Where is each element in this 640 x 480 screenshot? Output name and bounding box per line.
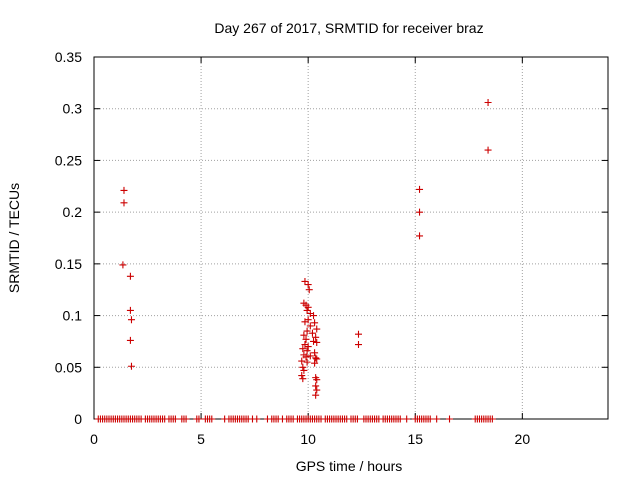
data-point	[120, 186, 128, 194]
data-point	[119, 261, 127, 269]
data-point	[416, 185, 424, 193]
data-point	[299, 375, 307, 383]
data-point	[311, 349, 319, 357]
data-point	[310, 337, 318, 345]
data-point	[312, 354, 320, 362]
axis-ticks	[93, 56, 608, 420]
data-point	[313, 386, 321, 394]
y-tick-label: 0.1	[63, 308, 83, 324]
data-point	[396, 415, 404, 423]
data-point	[304, 303, 312, 311]
data-point	[446, 415, 454, 423]
data-point	[208, 415, 216, 423]
y-tick-label: 0.05	[55, 359, 82, 375]
y-tick-label: 0.2	[63, 204, 83, 220]
data-point	[403, 415, 411, 423]
data-point	[484, 99, 492, 107]
data-point	[301, 318, 309, 326]
data-point	[120, 199, 128, 207]
data-point	[302, 353, 310, 361]
y-tick-label: 0.25	[55, 152, 82, 168]
data-point	[182, 415, 190, 423]
data-point	[303, 306, 311, 314]
y-axis-label: SRMTID / TECUs	[6, 183, 22, 293]
data-point	[313, 338, 321, 346]
data-point	[306, 352, 314, 360]
data-point	[303, 327, 311, 335]
data-point	[300, 331, 308, 339]
x-tick-label: 20	[515, 431, 531, 447]
data-point	[303, 358, 311, 366]
y-tick-label: 0	[74, 411, 82, 427]
data-point	[312, 333, 320, 341]
data-point	[313, 376, 321, 384]
data-point	[312, 382, 320, 390]
data-point	[304, 281, 312, 289]
data-point	[127, 316, 135, 324]
data-point	[126, 336, 134, 344]
data-point	[299, 345, 307, 353]
data-point	[312, 391, 320, 399]
data-point	[301, 277, 309, 285]
data-points	[94, 99, 496, 423]
data-point	[298, 372, 306, 380]
x-axis-label: GPS time / hours	[296, 458, 403, 474]
data-point	[298, 357, 306, 365]
data-point	[171, 415, 179, 423]
data-point	[310, 312, 318, 320]
data-point	[303, 347, 311, 355]
y-tick-label: 0.15	[55, 256, 82, 272]
data-point	[313, 325, 321, 333]
data-point	[313, 355, 321, 363]
data-point	[426, 415, 434, 423]
data-point	[308, 329, 316, 337]
data-point	[306, 322, 314, 330]
x-tick-label: 0	[90, 431, 98, 447]
data-point	[354, 330, 362, 338]
data-point	[416, 232, 424, 240]
data-point	[195, 415, 203, 423]
data-point	[304, 343, 312, 351]
x-tick-label: 15	[407, 431, 423, 447]
plot-frame	[93, 56, 609, 420]
data-point	[126, 272, 134, 280]
data-point	[311, 359, 319, 367]
data-point	[126, 306, 134, 314]
x-tick-label: 10	[300, 431, 316, 447]
data-point	[311, 319, 319, 327]
chart-title: Day 267 of 2017, SRMTID for receiver bra…	[214, 20, 483, 36]
grid	[94, 57, 608, 419]
axis-tick-labels: 0 0.05 0.1 0.15 0.2 0.25 0.3 0.35 0 5 10 15 20	[55, 49, 531, 447]
data-point	[416, 208, 424, 216]
data-point	[488, 415, 496, 423]
data-point	[484, 146, 492, 154]
data-point	[433, 415, 441, 423]
data-point	[253, 415, 261, 423]
x-tick-label: 5	[197, 431, 205, 447]
data-point	[305, 286, 313, 294]
y-tick-label: 0.3	[63, 101, 83, 117]
data-point	[127, 362, 135, 370]
data-point	[353, 415, 361, 423]
data-point	[354, 341, 362, 349]
y-tick-label: 0.35	[55, 49, 82, 65]
data-point	[300, 366, 308, 374]
data-point	[299, 363, 307, 371]
data-point	[302, 335, 310, 343]
